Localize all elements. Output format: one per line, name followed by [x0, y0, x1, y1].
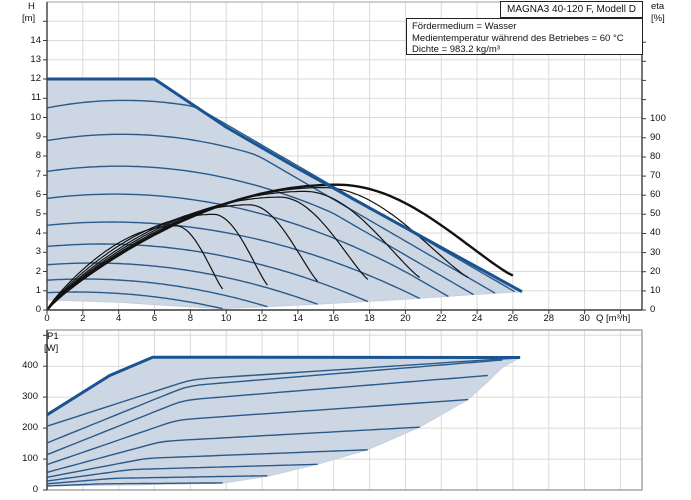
p-tick-label: 400 — [22, 360, 38, 372]
power-curve — [46, 359, 503, 444]
eta-tick-label: 10 — [650, 284, 661, 296]
model-title: MAGNA3 40-120 F, Modell D — [507, 4, 636, 15]
power-curve — [46, 426, 420, 474]
max-speed-curve — [47, 77, 523, 294]
p-tick-label: 0 — [32, 484, 38, 495]
p-tick-label: 300 — [22, 391, 38, 403]
power-curve — [46, 449, 368, 478]
q-tick-label: 26 — [507, 313, 519, 324]
power-curve — [46, 357, 515, 427]
q-tick-label: 30 — [579, 313, 590, 324]
eta-tick-label: 0 — [650, 304, 656, 315]
eta-tick-label: 100 — [650, 112, 666, 124]
speed-curve — [46, 243, 369, 303]
eta-curve — [46, 204, 319, 311]
q-tick-label: 4 — [116, 313, 122, 324]
speed-curve — [46, 133, 496, 294]
eta-curve — [46, 213, 268, 311]
medium-info-box: Fördermedium = Wasser Medientemperatur w… — [406, 18, 643, 55]
h-tick-label: 6 — [35, 188, 41, 200]
h-tick-label: 5 — [35, 207, 41, 219]
h-tick-label: 3 — [35, 246, 41, 258]
q-tick-label: 22 — [435, 313, 447, 324]
q-tick-label: 20 — [400, 313, 411, 324]
h-axis-label: H — [28, 1, 35, 12]
h-tick-label: 2 — [35, 265, 41, 277]
h-tick-label: 14 — [30, 34, 41, 46]
eta-axis-unit-label: [%] — [651, 13, 665, 24]
h-tick-label: 1 — [35, 284, 41, 296]
eta-axis-label: eta — [651, 1, 665, 12]
h-tick-label: 7 — [35, 169, 41, 181]
eta-tick-label: 80 — [650, 150, 661, 162]
q-tick-label: 10 — [220, 313, 232, 324]
eta-tick-label: 50 — [650, 208, 661, 220]
max-power-curve — [46, 355, 521, 417]
h-tick-label: 11 — [31, 92, 41, 104]
q-axis-label: Q [m³/h] — [596, 313, 631, 324]
info-line-temperature: Medientemperatur während des Betriebes =… — [412, 32, 624, 44]
q-tick-label: 14 — [292, 313, 304, 324]
h-tick-label: 12 — [30, 73, 41, 84]
h-tick-label: 0 — [35, 304, 41, 315]
q-tick-label: 0 — [44, 313, 50, 324]
q-tick-label: 8 — [187, 313, 193, 324]
q-tick-label: 12 — [256, 313, 268, 324]
eta-tick-label: 60 — [650, 189, 661, 201]
eta-tick-label: 40 — [650, 227, 661, 239]
q-tick-label: 28 — [543, 313, 555, 324]
info-line-density: Dichte = 983.2 kg/m³ — [412, 44, 500, 55]
speed-curve — [46, 193, 449, 298]
power-curve — [46, 463, 318, 482]
h-tick-label: 9 — [35, 130, 41, 142]
h-axis-unit-label: [m] — [22, 13, 36, 24]
p1-axis-unit-label: [W] — [44, 343, 59, 354]
q-tick-label: 6 — [151, 313, 158, 324]
q-tick-label: 2 — [80, 313, 86, 324]
p1-duty-field — [46, 356, 522, 487]
speed-curve — [46, 262, 318, 305]
q-tick-label: 24 — [471, 313, 483, 324]
eta-tick-label: 90 — [650, 131, 661, 143]
power-curve — [46, 482, 223, 487]
h-tick-label: 13 — [30, 53, 41, 65]
q-tick-label: 18 — [364, 313, 375, 324]
h-tick-label: 4 — [35, 227, 41, 238]
eta-curve-max — [46, 183, 514, 311]
speed-curve — [46, 165, 474, 296]
info-line-medium: Fördermedium = Wasser — [412, 21, 517, 32]
eta-tick-label: 20 — [650, 265, 661, 277]
p-tick-label: 100 — [22, 453, 38, 465]
power-curve — [46, 374, 488, 456]
eta-tick-label: 70 — [650, 170, 661, 182]
eta-tick-label: 30 — [650, 246, 661, 258]
q-tick-label: 16 — [328, 313, 339, 324]
speed-curve — [46, 291, 223, 310]
h-tick-label: 10 — [30, 111, 41, 123]
power-curve — [46, 398, 469, 466]
h-tick-label: 8 — [35, 150, 41, 161]
power-curve — [46, 475, 268, 485]
p1-axis-label: P1 — [47, 331, 59, 342]
model-title-box: MAGNA3 40-120 F, Modell D — [500, 1, 643, 18]
p-tick-label: 200 — [22, 422, 38, 434]
eta-curve — [46, 225, 224, 311]
speed-curve — [46, 221, 421, 300]
